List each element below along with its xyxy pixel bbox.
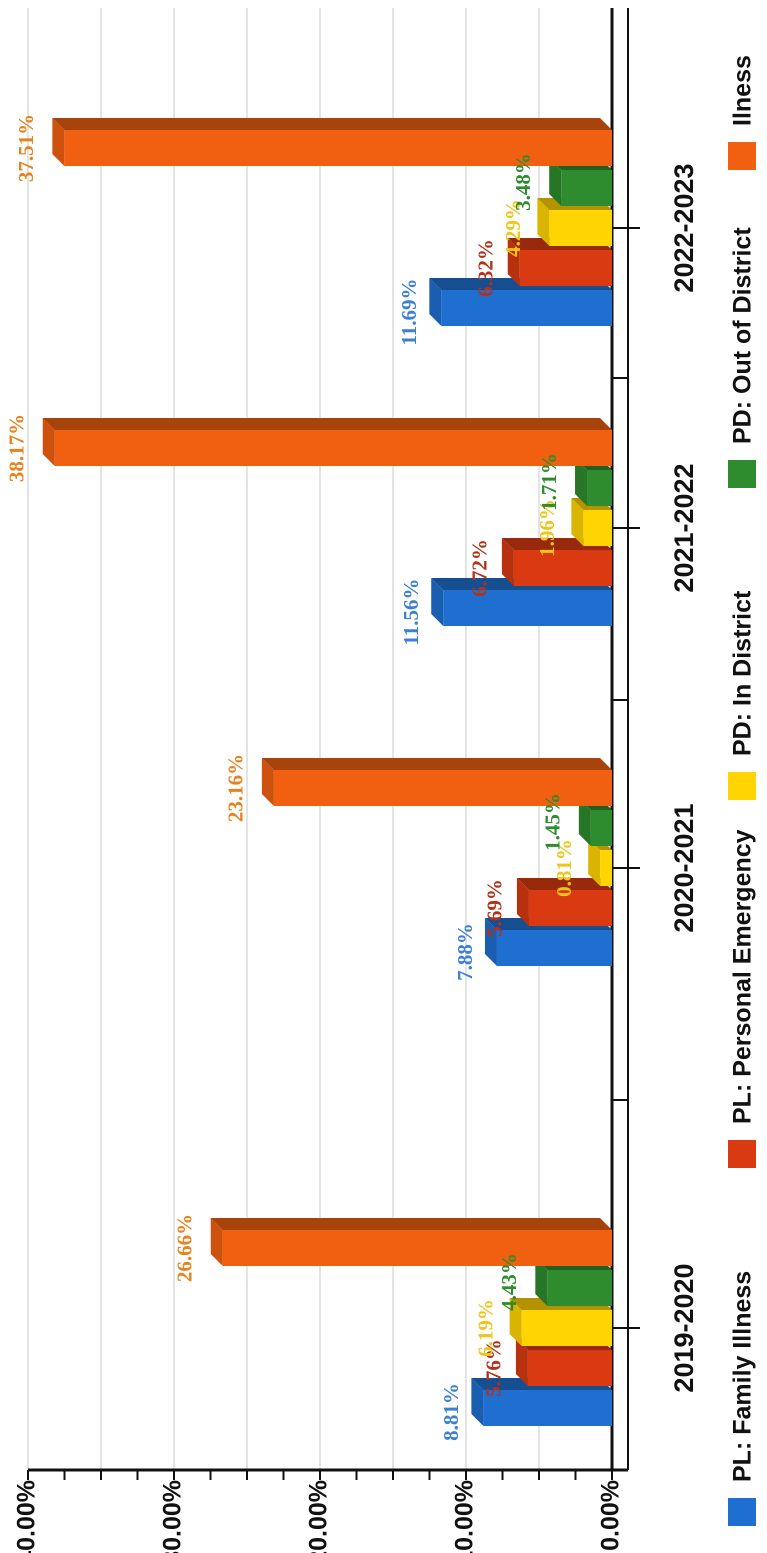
category-label: 2019-2020	[669, 1263, 699, 1392]
category-label: 2022-2023	[669, 163, 699, 292]
bar	[441, 290, 612, 326]
data-label: 38.17%	[5, 414, 29, 482]
legend: PL: Family Illness PL: Personal Emergency…	[728, 55, 757, 1526]
category-labels: 2019-2020 2020-2021 2021-2022 2022-2023	[669, 163, 699, 1392]
bar-end-face	[571, 498, 584, 546]
bar	[521, 1310, 612, 1346]
bar	[54, 430, 612, 466]
bar	[483, 1390, 612, 1426]
bar-end-face	[509, 1298, 522, 1346]
legend-swatch	[728, 460, 756, 488]
bar	[64, 130, 612, 166]
legend-label: PD: Out of District	[729, 227, 757, 444]
bar-end-face	[501, 538, 514, 586]
data-label: 1.96%	[535, 499, 559, 557]
data-label: 5.76%	[482, 1339, 506, 1397]
legend-swatch	[728, 772, 756, 800]
bar-end-face	[42, 418, 55, 466]
bar	[549, 210, 612, 246]
data-label: 5.69%	[483, 879, 507, 937]
data-label: 6.32%	[474, 239, 498, 297]
bar-end-face	[516, 878, 529, 926]
bar-end-face	[261, 758, 274, 806]
data-label: 37.51%	[14, 114, 38, 182]
bar-end-face	[537, 198, 550, 246]
legend-label: PD: In District	[729, 590, 757, 756]
bar	[547, 1270, 612, 1306]
y-tick-label: 40.00%	[13, 1480, 41, 1553]
bar-depth-face	[52, 118, 612, 130]
category-label: 2020-2021	[669, 803, 699, 932]
data-label: 8.81%	[439, 1383, 463, 1441]
bar-end-face	[515, 1338, 528, 1386]
bar-end-face	[578, 798, 591, 846]
legend-label: PL: Family Illness	[729, 1271, 757, 1482]
bar	[527, 1350, 612, 1386]
bars	[42, 118, 612, 1426]
data-label: 3.48%	[511, 153, 535, 211]
bar-end-face	[431, 578, 444, 626]
data-label: 7.88%	[453, 923, 477, 981]
legend-label: Ilness	[729, 55, 757, 126]
bar-end-face	[471, 1378, 484, 1426]
bar	[496, 930, 612, 966]
bar	[513, 550, 612, 586]
bar-end-face	[52, 118, 65, 166]
bar	[528, 890, 612, 926]
bar-end-face	[549, 158, 562, 206]
category-label: 2021-2022	[669, 463, 699, 592]
bar-end-face	[210, 1218, 223, 1266]
data-label: 26.66%	[173, 1214, 197, 1282]
bar-end-face	[507, 238, 520, 286]
legend-swatch	[728, 142, 756, 170]
bar	[222, 1230, 612, 1266]
y-tick-labels: 0.00% 10.00% 20.00% 30.00% 40.00%	[13, 1480, 625, 1553]
data-label: 6.72%	[468, 539, 492, 597]
legend-swatch	[728, 1140, 756, 1168]
data-label: 1.71%	[537, 453, 561, 511]
bar	[583, 510, 612, 546]
data-label: 23.16%	[224, 754, 248, 822]
data-label: 6.19%	[473, 1299, 497, 1357]
data-label: 0.81%	[552, 839, 576, 897]
data-label: 4.29%	[501, 199, 525, 257]
bar	[443, 590, 612, 626]
bar-end-face	[535, 1258, 548, 1306]
bar	[519, 250, 612, 286]
bar	[590, 810, 612, 846]
bar-end-face	[575, 458, 588, 506]
bar	[561, 170, 612, 206]
bar-end-face	[429, 278, 442, 326]
y-tick-label: 10.00%	[451, 1480, 479, 1553]
data-labels: 8.81% 5.76%6.19%4.43% 26.66% 7.88%5.69% 0.81…	[5, 114, 576, 1441]
bar-depth-face	[210, 1218, 612, 1230]
y-tick-label: 30.00%	[159, 1480, 187, 1553]
bar-depth-face	[261, 758, 612, 770]
data-label: 11.56%	[399, 578, 423, 645]
y-tick-label: 20.00%	[305, 1480, 333, 1553]
bar-end-face	[588, 838, 601, 886]
bar-end-face	[484, 918, 497, 966]
bar	[587, 470, 612, 506]
y-tick-label: 0.00%	[597, 1480, 625, 1551]
data-label: 1.45%	[541, 793, 565, 851]
bar	[273, 770, 612, 806]
bar	[600, 850, 612, 886]
bar-depth-face	[516, 878, 612, 890]
data-label: 4.43%	[497, 1253, 521, 1311]
legend-swatch	[728, 1498, 756, 1526]
data-label: 11.69%	[397, 278, 421, 345]
bar-depth-face	[42, 418, 612, 430]
legend-label: PL: Personal Emergency	[729, 829, 757, 1124]
